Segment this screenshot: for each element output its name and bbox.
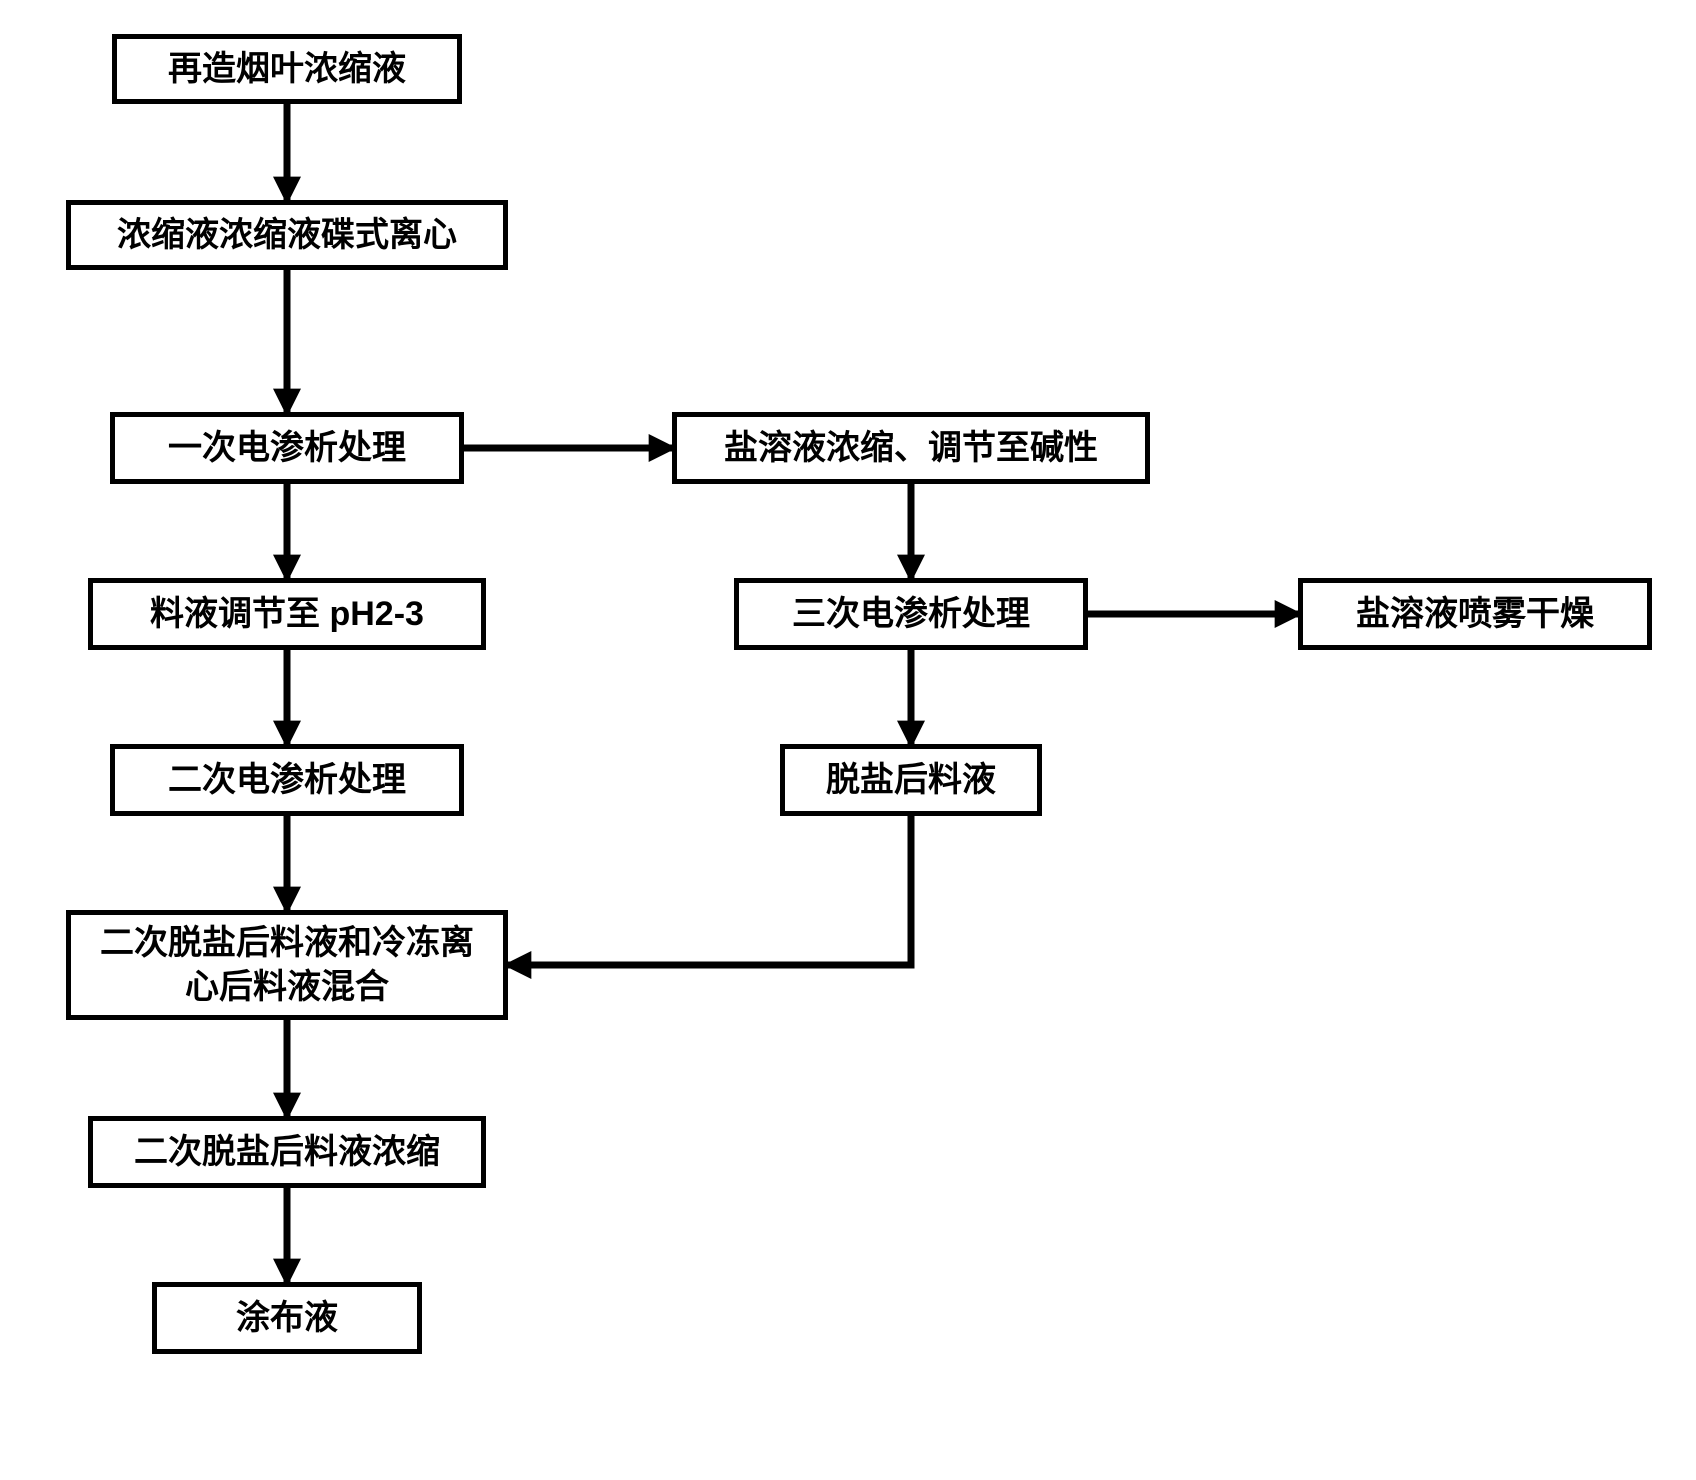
flow-node-n10: 三次电渗析处理 <box>734 578 1088 650</box>
flow-node-label: 一次电渗析处理 <box>168 426 406 470</box>
flow-node-label: 二次脱盐后料液浓缩 <box>134 1130 440 1174</box>
flow-node-label: 脱盐后料液 <box>826 758 996 802</box>
flow-node-n7: 二次脱盐后料液浓缩 <box>88 1116 486 1188</box>
flow-node-n3: 一次电渗析处理 <box>110 412 464 484</box>
flow-node-label: 二次电渗析处理 <box>168 758 406 802</box>
flow-edge-n11-n6 <box>508 816 911 965</box>
flow-node-label: 盐溶液浓缩、调节至碱性 <box>724 426 1098 470</box>
flow-node-n2: 浓缩液浓缩液碟式离心 <box>66 200 508 270</box>
flow-node-n1: 再造烟叶浓缩液 <box>112 34 462 104</box>
flow-node-n8: 涂布液 <box>152 1282 422 1354</box>
flow-node-label: 二次脱盐后料液和冷冻离心后料液混合 <box>85 921 489 1009</box>
flow-node-n4: 料液调节至 pH2-3 <box>88 578 486 650</box>
flow-node-n6: 二次脱盐后料液和冷冻离心后料液混合 <box>66 910 508 1020</box>
flow-node-label: 涂布液 <box>236 1296 338 1340</box>
flow-node-label: 盐溶液喷雾干燥 <box>1356 592 1594 636</box>
flow-node-n11: 脱盐后料液 <box>780 744 1042 816</box>
flow-node-label: 三次电渗析处理 <box>792 592 1030 636</box>
flow-node-n9: 盐溶液浓缩、调节至碱性 <box>672 412 1150 484</box>
flow-node-n12: 盐溶液喷雾干燥 <box>1298 578 1652 650</box>
flow-node-label: 料液调节至 pH2-3 <box>150 592 424 636</box>
flow-node-n5: 二次电渗析处理 <box>110 744 464 816</box>
flow-node-label: 浓缩液浓缩液碟式离心 <box>117 213 457 257</box>
flow-node-label: 再造烟叶浓缩液 <box>168 47 406 91</box>
